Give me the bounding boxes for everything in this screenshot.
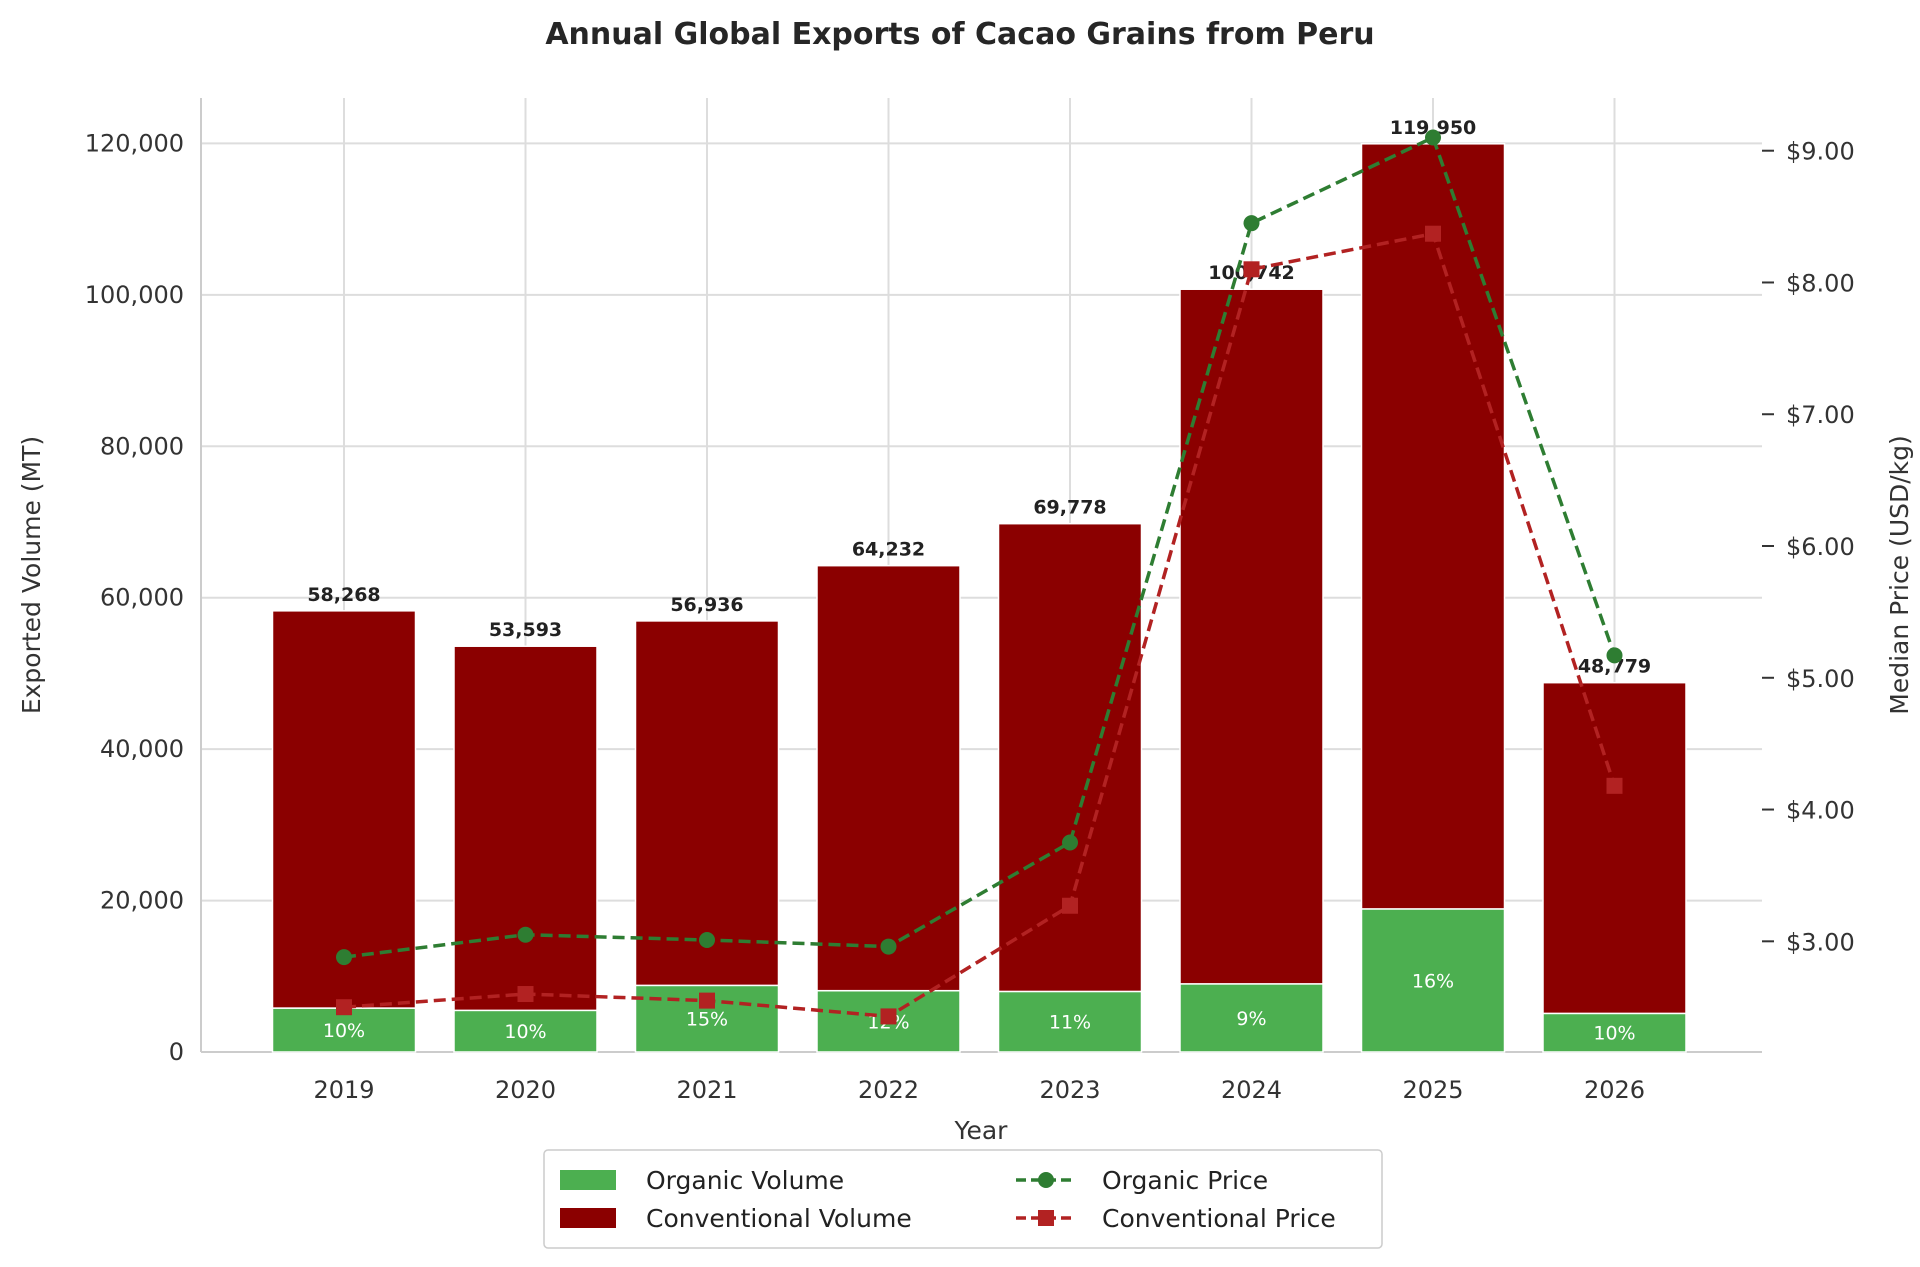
x-tick-label: 2020 [495, 1076, 556, 1104]
axes-layer [200, 98, 1762, 1053]
conventional-price-point [1062, 897, 1078, 914]
conventional-volume-bar [634, 620, 780, 987]
legend-label: Organic Volume [646, 1166, 844, 1195]
bar-total-label: 119,950 [1390, 117, 1477, 139]
y2-tick-label: $5.00 [1786, 665, 1855, 693]
y2-tick-label: $8.00 [1786, 269, 1855, 297]
conventional-price-point [336, 999, 352, 1016]
organic-price-point [517, 926, 534, 943]
bar-total-label: 69,778 [1033, 497, 1106, 519]
conventional-price-point [880, 1008, 897, 1025]
grid-layer [201, 98, 1762, 1053]
organic-share-label: 10% [504, 1021, 546, 1043]
x-tick-label: 2025 [1402, 1076, 1463, 1104]
y2-tick-label: $6.00 [1786, 533, 1855, 561]
legend-swatch-organic-price-marker [1038, 1172, 1054, 1188]
bar-total-label: 64,232 [852, 539, 925, 561]
x-tick-label: 2019 [313, 1076, 374, 1104]
y-tick-label: 60,000 [100, 584, 184, 612]
conventional-price-point [517, 986, 534, 1003]
organic-volume-bar [997, 990, 1143, 1053]
y2-tick-label: $4.00 [1786, 797, 1855, 825]
bar-total-label: 56,936 [670, 594, 743, 616]
x-tick-label: 2021 [676, 1076, 737, 1104]
conventional-price-point [1425, 225, 1441, 242]
y-tick-label: 20,000 [100, 887, 184, 915]
y-axis-title: Exported Volume (MT) [17, 436, 46, 714]
y-tick-label: 120,000 [85, 129, 184, 157]
x-tick-label: 2026 [1584, 1076, 1645, 1104]
chart-title: Annual Global Exports of Cacao Grains fr… [545, 17, 1374, 52]
conventional-volume-bar [271, 610, 417, 1009]
organic-volume-bar [271, 1007, 417, 1053]
conventional-price-point [1606, 777, 1623, 794]
conventional-price-point [1243, 261, 1260, 278]
organic-price-line [343, 135, 1617, 959]
organic-share-label: 10% [1593, 1023, 1635, 1045]
organic-share-label: 9% [1236, 1008, 1266, 1030]
conventional-volume-bar [1179, 288, 1324, 985]
y-tick-label: 40,000 [100, 735, 184, 763]
organic-volume-bar [1360, 908, 1506, 1053]
organic-price-point [699, 931, 715, 948]
organic-price-point [1425, 129, 1441, 146]
bar-total-label: 58,268 [307, 584, 380, 606]
legend-swatch-conventional-price-marker [1038, 1210, 1054, 1226]
bar-total-label: 53,593 [489, 619, 562, 641]
bars-layer [271, 143, 1687, 1053]
legend-label: Conventional Price [1102, 1204, 1336, 1233]
legend: Organic Volume Conventional Volume Organic… [543, 1149, 1383, 1249]
organic-price-point [880, 938, 897, 955]
organic-volume-bar [1542, 1012, 1687, 1053]
conventional-volume-bar [1542, 681, 1687, 1015]
organic-share-label: 15% [686, 1009, 728, 1031]
y2-tick-label: $9.00 [1786, 138, 1855, 166]
lines-layer [336, 129, 1623, 1025]
x-tick-label: 2023 [1039, 1076, 1100, 1104]
y2-tick-label: $3.00 [1786, 928, 1855, 956]
y2-axis-title: Median Price (USD/kg) [1885, 435, 1914, 715]
x-tick-label: 2024 [1221, 1076, 1282, 1104]
y-tick-label: 0 [169, 1038, 184, 1066]
organic-volume-bar [453, 1009, 598, 1053]
conventional-price-point [699, 992, 715, 1009]
legend-swatch-conventional-volume [560, 1208, 616, 1228]
legend-label: Conventional Volume [646, 1204, 912, 1233]
legend-frame [543, 1149, 1383, 1249]
bar-total-label: 48,779 [1578, 656, 1651, 678]
conventional-price-line [343, 231, 1617, 1019]
legend-swatch-organic-volume [560, 1170, 616, 1190]
ticks-layer: 0 20,000 40,000 60,000 80,000 100,000 120,000 2… [85, 129, 1855, 1104]
legend-label: Organic Price [1102, 1166, 1268, 1195]
x-tick-label: 2022 [858, 1076, 919, 1104]
organic-price-point [1062, 834, 1078, 851]
conventional-volume-bar [997, 522, 1143, 993]
conventional-volume-bar [1360, 143, 1506, 910]
x-axis-title: Year [954, 1116, 1009, 1145]
organic-price-point [1606, 647, 1623, 664]
y-tick-label: 100,000 [85, 281, 184, 309]
organic-price-point [1243, 215, 1260, 232]
conventional-volume-bar [453, 645, 598, 1012]
organic-share-label: 11% [1049, 1012, 1091, 1034]
conventional-volume-bar [816, 564, 961, 992]
organic-price-point [336, 949, 352, 966]
organic-share-label: 16% [1412, 970, 1454, 992]
organic-share-label: 10% [323, 1020, 365, 1042]
y-tick-label: 80,000 [100, 432, 184, 460]
y2-tick-label: $7.00 [1786, 401, 1855, 429]
